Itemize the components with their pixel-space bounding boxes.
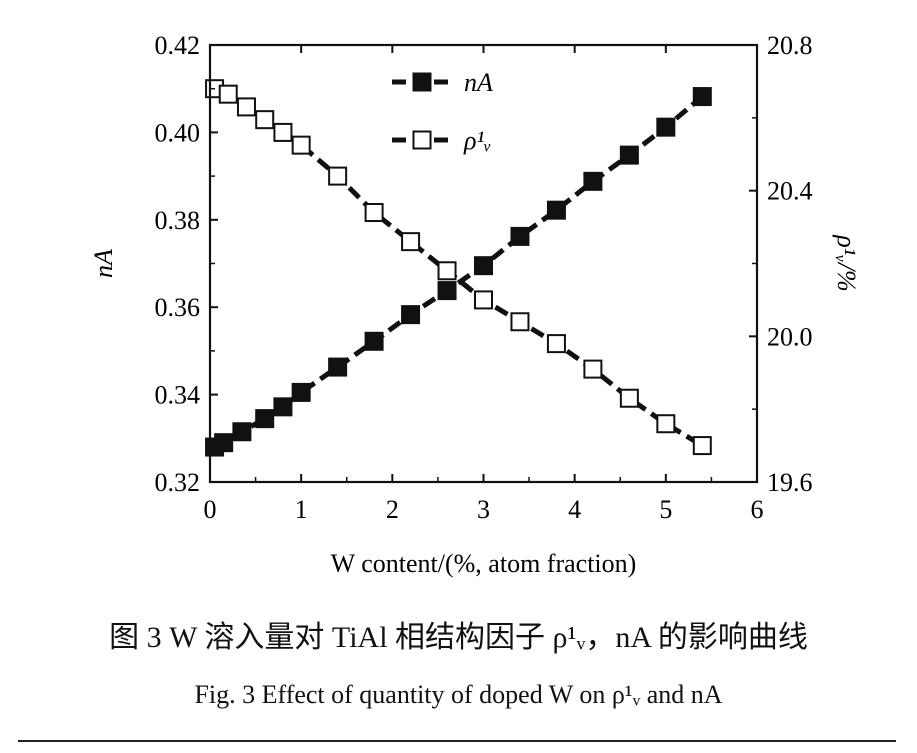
y-left-tick-label: 0.36 <box>155 293 201 322</box>
data-point-nA <box>583 171 603 191</box>
legend-marker <box>412 130 432 150</box>
data-point-rho <box>218 84 238 104</box>
data-point-nA <box>474 256 493 276</box>
data-point-rho <box>510 312 530 332</box>
data-point-nA <box>255 409 275 429</box>
y-left-tick-label: 0.42 <box>155 31 201 60</box>
data-point-nA <box>214 433 234 453</box>
x-tick-label: 0 <box>204 495 217 524</box>
y-right-tick-label: 19.6 <box>767 468 813 497</box>
x-tick-label: 1 <box>295 495 308 524</box>
data-point-rho <box>692 436 712 456</box>
y-left-tick-label: 0.34 <box>155 381 201 410</box>
data-point-nA <box>291 382 311 402</box>
data-point-nA <box>437 281 457 301</box>
x-tick-label: 5 <box>659 495 672 524</box>
data-point-rho <box>328 166 348 186</box>
data-point-nA <box>692 87 712 107</box>
data-point-rho <box>474 290 493 310</box>
data-point-rho <box>583 359 603 379</box>
legend-label: nA <box>464 68 493 97</box>
y-left-tick-label: 0.40 <box>155 118 201 147</box>
y-right-axis-label: ρ¹ᵥ/% <box>832 234 861 291</box>
y-left-axis-label: nA <box>89 249 118 278</box>
data-point-nA <box>510 226 530 246</box>
data-point-rho <box>619 388 639 408</box>
axes: 0 1 2 3 4 5 6 0.32 0.34 0.36 0.38 0.40 0.42 19.6 20.0 2… <box>89 31 861 578</box>
legend-marker <box>412 72 432 92</box>
data-point-nA <box>232 422 252 442</box>
data-point-rho <box>437 261 457 281</box>
x-tick-label: 6 <box>751 495 764 524</box>
caption-rule <box>18 740 896 742</box>
data-point-nA <box>401 305 421 325</box>
data-point-nA <box>619 145 639 165</box>
data-point-rho <box>291 135 311 155</box>
figure-caption-english: Fig. 3 Effect of quantity of doped W on … <box>194 680 723 709</box>
data-point-rho <box>546 334 566 354</box>
data-point-rho <box>236 97 256 117</box>
y-left-tick-label: 0.32 <box>155 468 201 497</box>
y-right-tick-label: 20.4 <box>767 177 813 206</box>
data-point-nA <box>364 331 384 351</box>
legend-label: ρ¹ᵥ <box>463 126 492 155</box>
legend: nA ρ¹ᵥ <box>392 68 493 155</box>
y-right-tick-label: 20.8 <box>767 31 813 60</box>
figure-caption-chinese: 图 3 W 溶入量对 TiAl 相结构因子 ρ¹ᵥ，nA 的影响曲线 <box>109 621 808 654</box>
x-tick-label: 4 <box>568 495 581 524</box>
x-axis-label: W content/(%, atom fraction) <box>331 549 637 578</box>
data-point-nA <box>328 357 348 377</box>
y-left-tick-label: 0.38 <box>155 206 201 235</box>
chart: 0 1 2 3 4 5 6 0.32 0.34 0.36 0.38 0.40 0.42 19.6 20.0 2… <box>89 31 861 578</box>
data-point-rho <box>656 414 676 434</box>
x-tick-label: 3 <box>477 495 490 524</box>
data-point-nA <box>656 117 676 137</box>
x-tick-label: 2 <box>386 495 399 524</box>
data-point-rho <box>401 232 421 252</box>
data-point-nA <box>546 200 566 220</box>
data-point-nA <box>273 397 293 417</box>
y-right-tick-label: 20.0 <box>767 322 813 351</box>
data-point-rho <box>273 122 293 142</box>
data-point-rho <box>364 203 384 223</box>
data-point-rho <box>255 110 275 130</box>
series-layer <box>205 79 712 457</box>
